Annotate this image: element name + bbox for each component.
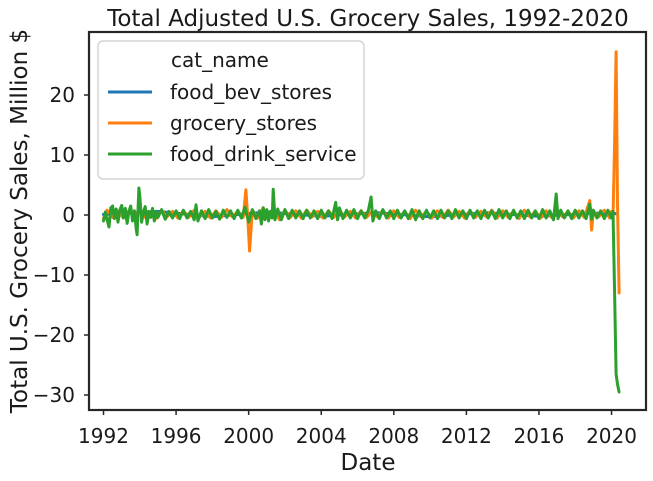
y-tick-label: −20 [33,323,75,347]
y-tick-label: −30 [33,383,75,407]
x-tick-label: 2000 [223,424,274,448]
x-tick-label: 1992 [78,424,129,448]
legend-label-food-drink-service: food_drink_service [170,142,357,166]
x-tick-label: 1996 [151,424,202,448]
x-axis-title: Date [341,450,396,476]
x-tick-label: 2012 [441,424,492,448]
legend: cat_name food_bev_storesgrocery_storesfo… [97,40,365,180]
legend-title: cat_name [171,48,269,72]
chart-title: Total Adjusted U.S. Grocery Sales, 1992-… [106,6,629,32]
y-tick-label: 0 [62,203,75,227]
x-tick-label: 2016 [514,424,565,448]
plot-frame [87,30,648,412]
y-axis: −30 −20 −10 0 10 20 [33,83,89,407]
legend-entries: food_bev_stores grocery_stores food_drink_… [108,80,357,166]
x-tick-label: 2020 [586,424,637,448]
legend-label-food-bev-stores: food_bev_stores [170,80,332,104]
x-tick-label: 2008 [368,424,419,448]
y-tick-label: −10 [33,263,75,287]
legend-label-grocery-stores: grocery_stores [170,111,317,135]
series-layer [102,50,621,394]
series-line-food-drink-service [102,186,621,394]
x-tick-label: 2004 [296,424,347,448]
y-tick-label: 20 [50,83,75,107]
legend-box [97,40,365,180]
y-axis-title: Total U.S. Grocery Sales, Million $ [7,29,33,414]
x-axis: 1992 1996 2000 2004 2008 2012 2016 2020 [78,410,637,448]
y-tick-label: 10 [50,143,75,167]
